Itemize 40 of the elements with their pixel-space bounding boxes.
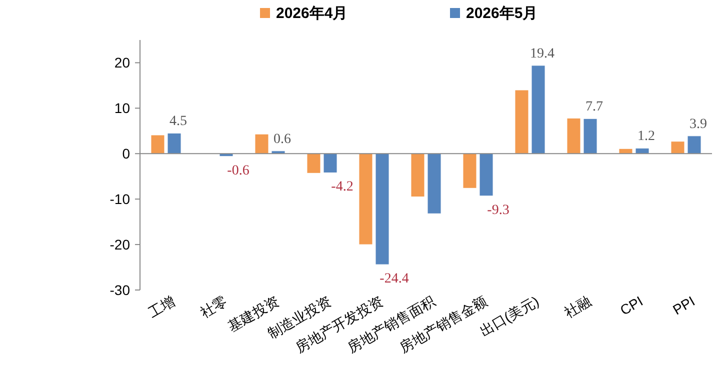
bar: [410, 153, 425, 198]
data-label: -9.3: [487, 202, 510, 218]
legend-label: 2026年5月: [466, 5, 538, 22]
y-tick-label: -20: [110, 236, 130, 253]
data-label: -0.6: [227, 163, 250, 178]
bar: [306, 153, 321, 174]
y-tick-label: 20: [114, 54, 130, 71]
bar: [323, 153, 338, 173]
y-tick-label: 0: [122, 146, 130, 162]
data-label: 7.7: [586, 100, 604, 115]
data-label: 3.9: [690, 116, 708, 132]
y-tick-label: 10: [114, 100, 130, 116]
x-tick-label: CPI: [617, 292, 646, 318]
bar: [566, 118, 581, 154]
y-tick-label: -10: [110, 191, 130, 208]
bar: [358, 153, 373, 245]
bar: [167, 132, 182, 154]
x-tick-label: 社融: [561, 292, 594, 321]
x-tick-label: 工增: [145, 292, 178, 321]
bar: [583, 118, 598, 154]
bar: [531, 65, 546, 154]
legend-label: 2026年4月: [276, 5, 348, 22]
bar: [150, 134, 165, 154]
x-tick-label: PPI: [670, 292, 698, 318]
bar: [687, 136, 702, 154]
bar: [254, 134, 269, 154]
bar: [462, 153, 477, 188]
y-tick-label: -30: [110, 282, 130, 298]
bar: [479, 153, 494, 196]
data-label: 0.6: [274, 132, 292, 147]
bar: [427, 153, 442, 214]
x-tick-label: 社零: [197, 292, 230, 321]
bar: [670, 141, 685, 154]
data-label: 1.2: [638, 129, 656, 144]
data-label: 4.5: [170, 114, 188, 130]
bar: [514, 90, 529, 154]
bar: [375, 153, 390, 265]
data-label: -24.4: [380, 272, 409, 287]
data-label: -4.2: [331, 180, 354, 195]
data-label: 19.4: [530, 46, 555, 62]
